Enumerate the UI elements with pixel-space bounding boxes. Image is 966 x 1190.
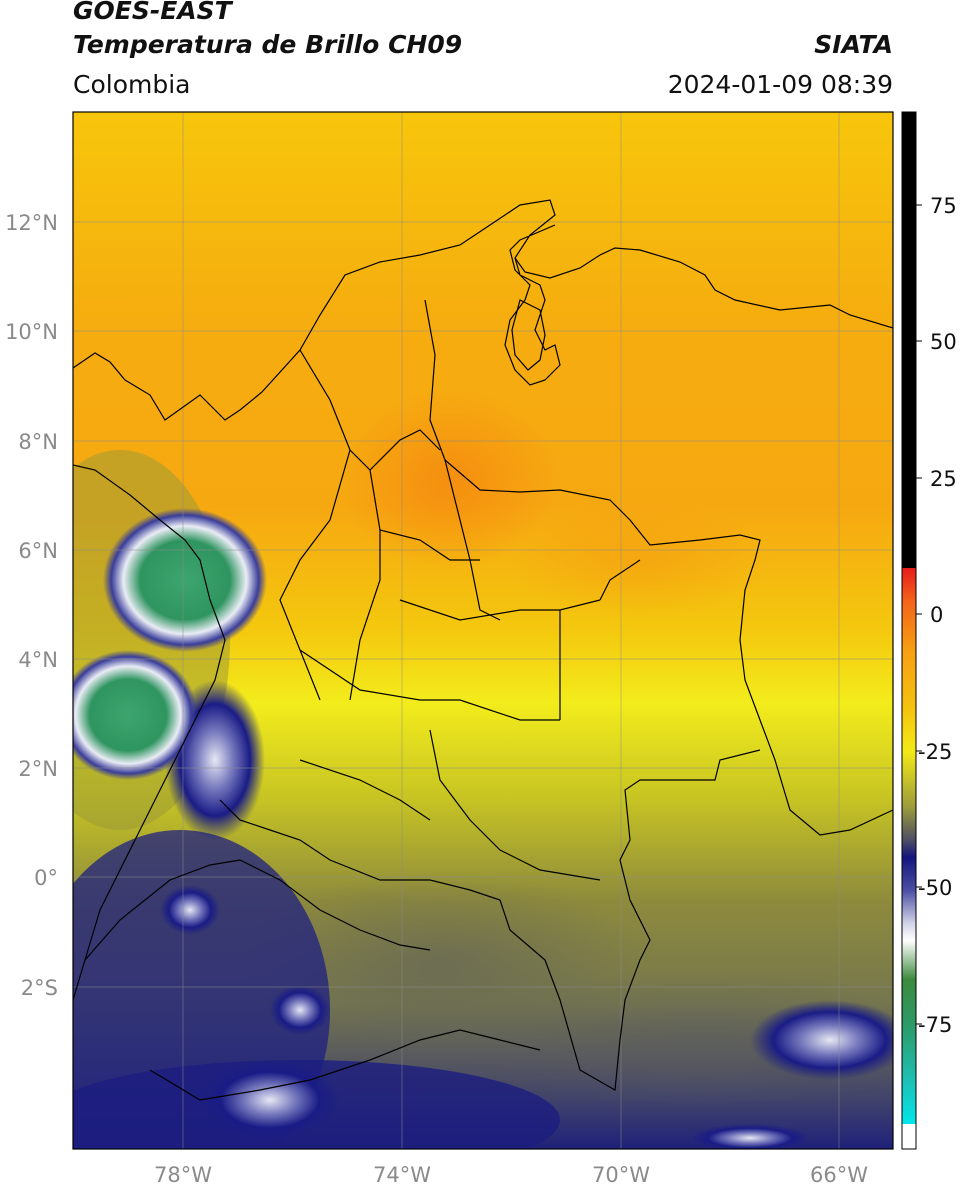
- lat-tick: 0°: [34, 866, 58, 890]
- pacific-coast: [73, 464, 226, 1001]
- colorbar-tick: 50: [930, 330, 957, 354]
- latitude-axis: 12°N 10°N 8°N 6°N 4°N 2°N 0° 2°S: [5, 211, 58, 1000]
- lat-tick: 6°N: [18, 539, 58, 563]
- longitude-axis: 78°W 74°W 70°W 66°W: [154, 1163, 868, 1187]
- lat-tick: 12°N: [5, 211, 58, 235]
- lon-tick: 74°W: [373, 1163, 431, 1187]
- lat-tick: 8°N: [18, 430, 58, 454]
- amazon-river-border: [149, 1029, 541, 1101]
- product-title: Temperatura de Brillo CH09: [73, 30, 463, 59]
- temperature-field: [73, 112, 893, 1149]
- datetime-label: 2024-01-09 08:39: [667, 70, 893, 99]
- colorbar-tick: 25: [930, 467, 957, 491]
- colombia-venezuela-border: [424, 299, 893, 836]
- colorbar-tick: -75: [918, 1013, 952, 1037]
- graticule: [73, 112, 893, 1149]
- boundaries: [73, 199, 893, 1101]
- lon-tick: 66°W: [810, 1163, 868, 1187]
- caribbean-coast: [73, 199, 561, 421]
- colombia-brazil-border: [219, 749, 761, 1091]
- colorbar-gradient: [902, 568, 916, 1124]
- agency-label: SIATA: [814, 30, 893, 59]
- lat-tick: 2°N: [18, 757, 58, 781]
- lat-tick: 10°N: [5, 320, 58, 344]
- lon-tick: 78°W: [154, 1163, 212, 1187]
- colorbar-tick: 75: [930, 194, 957, 218]
- colorbar: 75 50 25 0 -25 -50 -75: [901, 111, 957, 1150]
- lake-maracaibo: [511, 299, 546, 371]
- map-frame: [72, 111, 894, 1150]
- colorbar-warm-segment: [902, 112, 916, 568]
- colorbar-tick: -25: [918, 740, 952, 764]
- lon-tick: 70°W: [592, 1163, 650, 1187]
- region-label: Colombia: [73, 70, 191, 99]
- venezuela-coast: [514, 247, 893, 329]
- colorbar-tick: -50: [918, 876, 952, 900]
- colorbar-cold-end: [902, 1124, 916, 1149]
- lat-tick: 2°S: [21, 976, 58, 1000]
- colorbar-frame: [901, 111, 917, 1150]
- satellite-title: GOES-EAST: [73, 0, 232, 25]
- peru-ecuador-border: [84, 859, 431, 961]
- department-lines: [279, 349, 641, 881]
- colorbar-tick: 0: [930, 603, 943, 627]
- lat-tick: 4°N: [18, 648, 58, 672]
